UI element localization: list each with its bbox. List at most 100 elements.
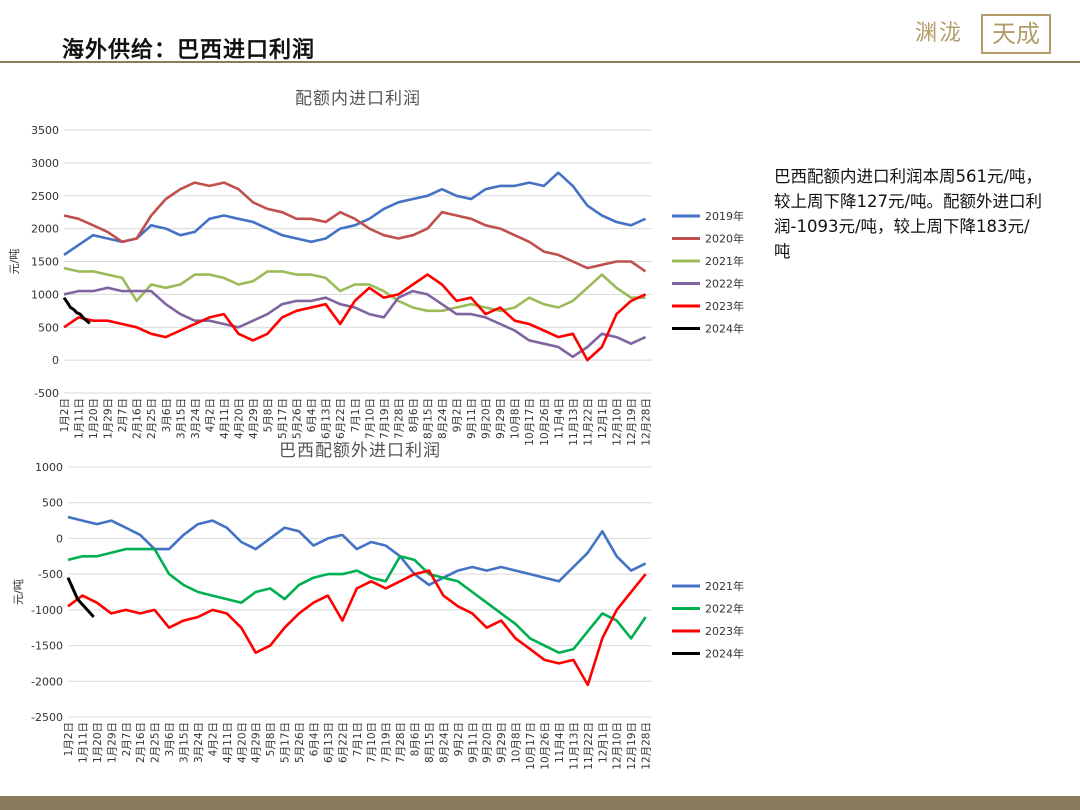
- x-tick-label: 10月26日: [540, 722, 552, 770]
- y-tick-label: 1500: [31, 256, 59, 269]
- x-tick-label: 4月20日: [236, 722, 248, 763]
- x-tick-label: 5月8日: [263, 398, 275, 432]
- y-tick-label: -2500: [31, 711, 63, 724]
- x-tick-label: 12月19日: [626, 398, 638, 446]
- chart-title: 配额内进口利润: [295, 89, 421, 109]
- x-tick-label: 8月24日: [438, 722, 450, 763]
- legend-label: 2022年: [705, 277, 744, 291]
- x-tick-label: 5月26日: [292, 398, 304, 439]
- x-tick-label: 2月7日: [117, 398, 129, 432]
- x-tick-label: 7月28日: [395, 722, 407, 763]
- chart-quota-out-profit: 巴西配额外进口利润 -2500 -2000 -1500 -1000 -500 0 500 100…: [12, 441, 744, 770]
- x-tick-label: 3月15日: [179, 722, 191, 763]
- y-tick-label: 2000: [31, 223, 59, 236]
- chart-quota-in-profit: 配额内进口利润 -500 0 500 1000 1500 2000 2500 3000 3500 元…: [8, 89, 744, 446]
- x-tick-label: 9月2日: [453, 722, 465, 756]
- x-tick-label: 4月11日: [222, 722, 234, 763]
- x-tick-label: 2月7日: [121, 722, 133, 756]
- series-line-2024: [66, 577, 95, 618]
- x-tick-label: 1月11日: [77, 722, 89, 763]
- x-tick-label: 2月25日: [150, 722, 162, 763]
- x-tick-label: 8月24日: [437, 398, 449, 439]
- x-tick-label: 2月16日: [135, 722, 147, 763]
- x-tick-label: 2月16日: [132, 398, 144, 439]
- y-tick-label: 0: [52, 354, 59, 367]
- legend-label: 2024年: [705, 647, 744, 661]
- series-line-2022: [63, 286, 647, 359]
- x-tick-label: 6月4日: [308, 722, 320, 756]
- x-tick-label: 7月19日: [379, 398, 391, 439]
- x-tick-label: 12月10日: [612, 722, 624, 770]
- x-tick-label: 9月11日: [467, 722, 479, 763]
- x-tick-label: 1月11日: [74, 398, 86, 439]
- x-tick-label: 8月15日: [422, 398, 434, 439]
- x-tick-label: 6月13日: [321, 398, 333, 439]
- x-tick-label: 12月28日: [641, 722, 653, 770]
- x-tick-label: 10月17日: [524, 398, 536, 446]
- x-tick-label: 9月29日: [496, 722, 508, 763]
- x-tick-label: 4月11日: [219, 398, 231, 439]
- x-tick-label: 1月2日: [59, 398, 71, 432]
- x-tick-label: 12月1日: [597, 722, 609, 763]
- x-tick-label: 5月8日: [265, 722, 277, 756]
- x-tick-label: 11月4日: [553, 398, 565, 439]
- x-tick-label: 3月24日: [190, 398, 202, 439]
- x-tick-label: 8月6日: [410, 722, 422, 756]
- x-tick-label: 5月17日: [280, 722, 292, 763]
- legend-label: 2021年: [705, 254, 744, 268]
- y-tick-label: 3000: [31, 157, 59, 170]
- page-title: 海外供给：巴西进口利润: [62, 38, 316, 63]
- x-tick-label: 1月29日: [103, 398, 115, 439]
- x-tick-label: 7月10日: [364, 398, 376, 439]
- y-tick-label: -500: [38, 568, 63, 581]
- x-tick-label: 6月13日: [323, 722, 335, 763]
- y-tick-label: 3500: [31, 124, 59, 137]
- x-tick-label: 8月15日: [424, 722, 436, 763]
- x-tick-label: 7月19日: [381, 722, 393, 763]
- x-tick-label: 10月8日: [511, 722, 523, 763]
- x-tick-label: 9月20日: [481, 398, 493, 439]
- x-tick-label: 2月25日: [146, 398, 158, 439]
- header-divider: [0, 61, 1080, 63]
- legend-label: 2019年: [705, 209, 744, 223]
- y-tick-label: 500: [38, 321, 59, 334]
- x-tick-label: 10月26日: [539, 398, 551, 446]
- y-axis-label: 元/吨: [12, 579, 25, 605]
- y-tick-label: 0: [56, 532, 63, 545]
- logo-left-text: 渊泷: [915, 21, 964, 46]
- x-tick-label: 11月13日: [568, 722, 580, 770]
- x-tick-label: 9月11日: [466, 398, 478, 439]
- x-tick-label: 4月2日: [207, 722, 219, 756]
- x-tick-label: 5月26日: [294, 722, 306, 763]
- series-line-2021: [67, 515, 647, 587]
- series-line-2024: [62, 296, 91, 325]
- x-tick-label: 7月1日: [352, 722, 364, 756]
- analysis-note: 巴西配额内进口利润本周561元/吨，较上周下降127元/吨。配额外进口利润-10…: [774, 167, 1043, 261]
- x-tick-label: 9月29日: [495, 398, 507, 439]
- x-tick-label: 4月20日: [233, 398, 245, 439]
- series-line-2019: [63, 171, 647, 256]
- x-tick-label: 8月6日: [408, 398, 420, 432]
- legend-label: 2023年: [705, 624, 744, 638]
- legend-label: 2021年: [705, 579, 744, 593]
- y-tick-label: 1000: [35, 461, 63, 474]
- series-line-2023: [63, 273, 647, 362]
- x-tick-label: 6月22日: [337, 722, 349, 763]
- x-tick-label: 4月2日: [204, 398, 216, 432]
- company-logo: 渊泷 天成: [915, 14, 1053, 54]
- y-tick-label: -2000: [31, 675, 63, 688]
- x-tick-label: 3月6日: [164, 722, 176, 756]
- legend-label: 2023年: [705, 299, 744, 313]
- x-tick-label: 4月29日: [251, 722, 263, 763]
- x-tick-label: 4月29日: [248, 398, 260, 439]
- x-tick-label: 10月17日: [525, 722, 537, 770]
- x-tick-label: 1月20日: [92, 722, 104, 763]
- x-tick-label: 7月1日: [350, 398, 362, 432]
- x-tick-label: 12月1日: [597, 398, 609, 439]
- x-tick-label: 12月10日: [611, 398, 623, 446]
- y-tick-label: 1000: [31, 288, 59, 301]
- x-tick-label: 1月20日: [88, 398, 100, 439]
- legend-label: 2022年: [705, 602, 744, 616]
- series-line-2023: [67, 569, 647, 687]
- chart-title: 巴西配额外进口利润: [279, 441, 441, 461]
